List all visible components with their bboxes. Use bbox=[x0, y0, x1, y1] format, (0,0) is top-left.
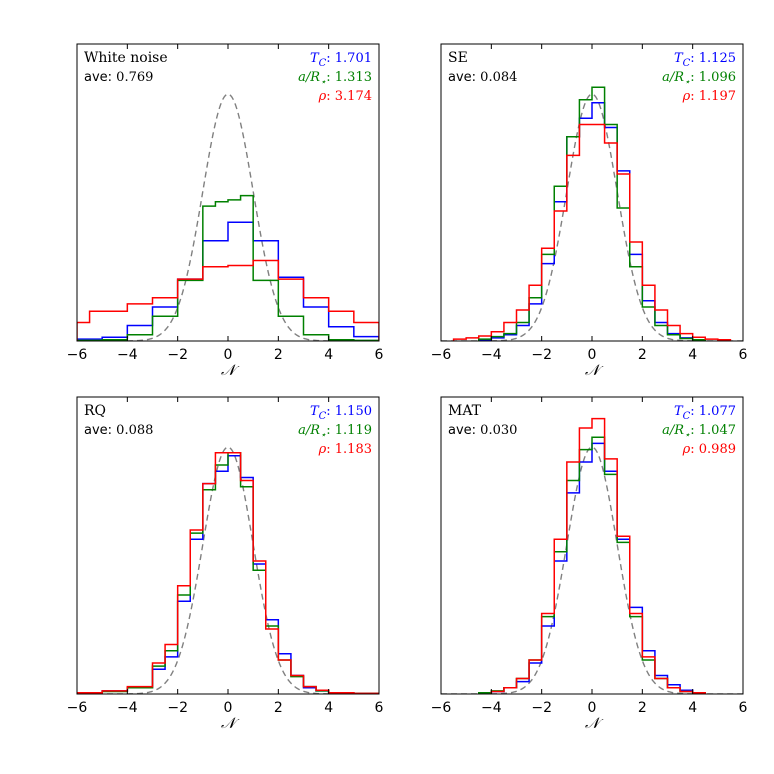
x-tick-label: 0 bbox=[588, 700, 597, 716]
x-tick-label: 4 bbox=[688, 347, 697, 363]
x-tick-label: −6 bbox=[67, 347, 88, 363]
x-axis-label: 𝒩 bbox=[585, 714, 604, 732]
legend-stat-tc: TC: 1.077 bbox=[674, 404, 736, 422]
histogram-series-rho bbox=[77, 259, 379, 341]
histogram-series-rho bbox=[490, 417, 706, 694]
panel-title: SE bbox=[448, 50, 468, 66]
panel-average: ave: 0.769 bbox=[84, 70, 153, 85]
histogram-series-tc bbox=[490, 442, 706, 694]
panels: −6 −4 −2 0 2 4 6 𝒩 White noise ave: 0.769 TC: 1.70… bbox=[67, 43, 748, 732]
x-axis-label: 𝒩 bbox=[221, 714, 240, 732]
x-tick-label: 6 bbox=[739, 700, 748, 716]
x-tick-label: 6 bbox=[739, 347, 748, 363]
x-axis-label: 𝒩 bbox=[221, 361, 240, 379]
x-tick-label: 0 bbox=[224, 347, 233, 363]
x-tick-label: 4 bbox=[688, 700, 697, 716]
legend-stat-rho: ρ: 3.174 bbox=[318, 89, 372, 104]
x-tick-label: 0 bbox=[224, 700, 233, 716]
panel-average: ave: 0.084 bbox=[448, 70, 517, 85]
histogram-panel: −6 −4 −2 0 2 4 6 𝒩 White noise ave: 0.769 TC: 1.70… bbox=[67, 43, 384, 379]
x-tick-label: −2 bbox=[167, 700, 188, 716]
x-tick-label: −2 bbox=[167, 347, 188, 363]
x-axis-label: 𝒩 bbox=[585, 361, 604, 379]
panel-title: MAT bbox=[448, 403, 482, 419]
legend-stat-ar: a/R⋆: 1.119 bbox=[298, 423, 372, 441]
panel-average: ave: 0.030 bbox=[448, 423, 517, 438]
legend-stat-ar: a/R⋆: 1.096 bbox=[662, 70, 736, 88]
x-tick-label: −4 bbox=[481, 347, 502, 363]
histogram-series-ar bbox=[77, 194, 379, 341]
x-tick-label: 2 bbox=[638, 347, 647, 363]
panel-title: White noise bbox=[84, 50, 168, 66]
legend-stat-tc: TC: 1.701 bbox=[310, 51, 372, 69]
x-tick-label: 4 bbox=[324, 347, 333, 363]
legend-stat-ar: a/R⋆: 1.047 bbox=[662, 423, 736, 441]
legend-stat-ar: a/R⋆: 1.313 bbox=[298, 70, 372, 88]
legend-stat-rho: ρ: 1.197 bbox=[682, 89, 736, 104]
x-tick-label: −4 bbox=[481, 700, 502, 716]
x-tick-label: −6 bbox=[67, 700, 88, 716]
x-tick-label: 6 bbox=[375, 700, 384, 716]
legend-stat-rho: ρ: 1.183 bbox=[318, 442, 372, 457]
x-tick-label: −6 bbox=[431, 700, 452, 716]
histogram-series-rho bbox=[452, 123, 732, 341]
x-tick-label: 4 bbox=[324, 700, 333, 716]
legend-stat-tc: TC: 1.125 bbox=[674, 51, 736, 69]
x-tick-label: 0 bbox=[588, 347, 597, 363]
legend-stat-rho: ρ: 0.989 bbox=[682, 442, 736, 457]
legend-stat-tc: TC: 1.150 bbox=[310, 404, 372, 422]
panel-average: ave: 0.088 bbox=[84, 423, 153, 438]
panel-title: RQ bbox=[84, 403, 106, 419]
histogram-series-ar bbox=[478, 86, 706, 341]
x-tick-label: −4 bbox=[117, 347, 138, 363]
x-tick-label: −4 bbox=[117, 700, 138, 716]
histogram-series-rho bbox=[77, 451, 379, 694]
x-tick-label: 2 bbox=[274, 700, 283, 716]
x-tick-label: 6 bbox=[375, 347, 384, 363]
x-tick-label: −2 bbox=[531, 347, 552, 363]
x-tick-label: 2 bbox=[274, 347, 283, 363]
x-tick-label: −6 bbox=[431, 347, 452, 363]
x-tick-label: −2 bbox=[531, 700, 552, 716]
x-tick-label: 2 bbox=[638, 700, 647, 716]
